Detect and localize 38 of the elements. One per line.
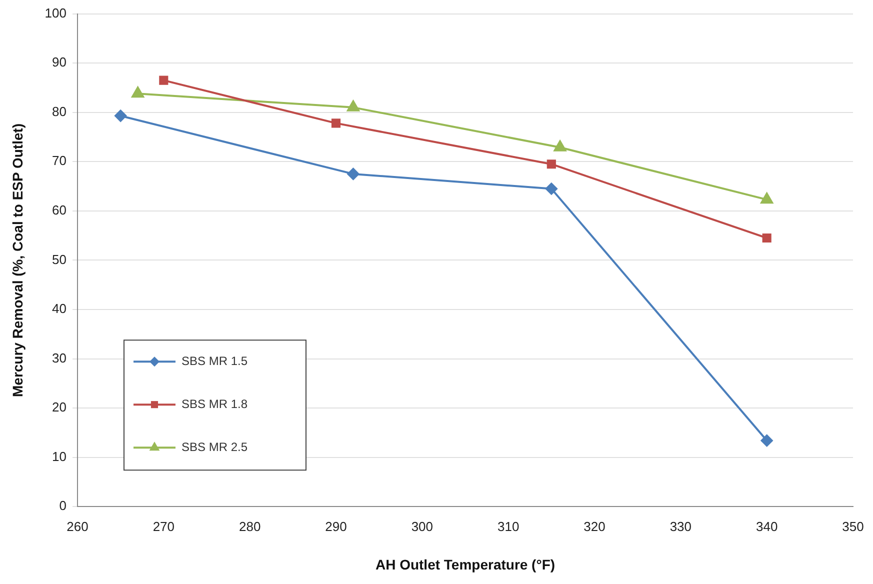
point <box>762 233 772 243</box>
x-tick-label: 290 <box>325 518 347 534</box>
y-tick-label: 100 <box>44 5 66 20</box>
point <box>159 76 168 85</box>
y-tick-label: 80 <box>52 104 66 119</box>
y-tick-label: 0 <box>59 498 66 514</box>
y-tick-label: 20 <box>52 400 66 415</box>
y-tick-label: 40 <box>52 301 66 316</box>
legend-label: SBS MR 2.5 <box>181 440 248 454</box>
y-tick-label: 30 <box>52 350 66 366</box>
point <box>347 100 360 112</box>
x-tick-label: 310 <box>497 518 520 534</box>
y-tick-label: 10 <box>52 448 66 464</box>
point <box>760 434 773 447</box>
point <box>554 140 566 152</box>
point <box>546 160 556 169</box>
x-tick-label: 350 <box>842 518 864 534</box>
point <box>331 118 341 128</box>
point <box>760 192 774 204</box>
x-axis-title: AH Outlet Temperature (°F) <box>375 556 556 572</box>
legend-label: SBS MR 1.5 <box>181 354 248 368</box>
legend-label: SBS MR 1.8 <box>181 396 248 411</box>
y-tick-label: 50 <box>52 252 66 267</box>
point <box>347 168 360 180</box>
y-tick-label: 60 <box>52 202 66 218</box>
point <box>132 86 144 98</box>
x-tick-label: 270 <box>152 518 175 534</box>
y-axis-title: Mercury Removal (%, Coal to ESP Outlet) <box>9 123 26 397</box>
x-tick-label: 300 <box>411 518 434 534</box>
x-tick-label: 260 <box>66 518 88 534</box>
x-tick-label: 330 <box>670 518 692 534</box>
point <box>114 110 127 122</box>
x-tick-label: 280 <box>238 518 261 534</box>
y-tick-label: 90 <box>52 54 66 70</box>
y-tick-label: 70 <box>52 153 66 168</box>
point <box>545 182 558 195</box>
x-tick-label: 340 <box>756 518 778 534</box>
x-tick-label: 320 <box>584 518 606 534</box>
